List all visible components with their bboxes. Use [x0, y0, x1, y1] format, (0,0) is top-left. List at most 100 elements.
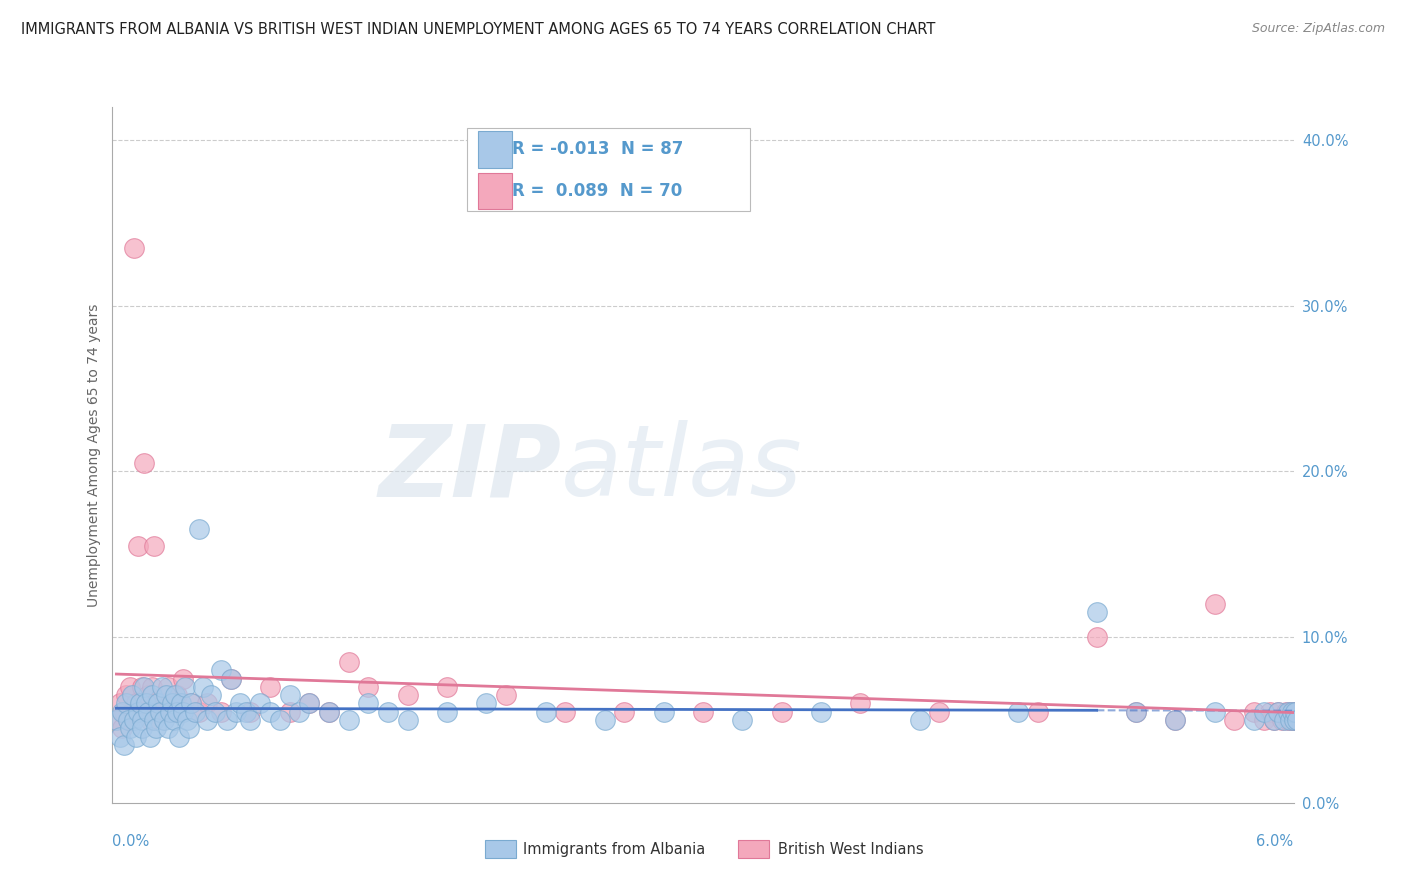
Point	[1282, 713, 1305, 727]
Point	[239, 705, 262, 719]
Point	[475, 697, 498, 711]
Point	[1284, 705, 1306, 719]
Point	[229, 697, 252, 711]
Point	[849, 697, 872, 711]
Point	[288, 705, 311, 719]
Point	[145, 697, 167, 711]
Point	[1164, 713, 1187, 727]
Point	[170, 697, 193, 711]
Point	[219, 672, 242, 686]
Point	[149, 705, 172, 719]
Point	[174, 680, 197, 694]
Point	[215, 713, 238, 727]
Point	[278, 688, 301, 702]
Text: atlas: atlas	[561, 420, 803, 517]
Point	[179, 721, 201, 735]
Point	[111, 721, 134, 735]
Point	[152, 697, 174, 711]
Point	[239, 713, 262, 727]
Point	[1281, 705, 1303, 719]
Point	[150, 680, 173, 694]
Point	[259, 705, 281, 719]
Point	[1253, 713, 1275, 727]
Point	[127, 705, 149, 719]
Point	[180, 697, 202, 711]
Point	[131, 680, 153, 694]
Point	[191, 680, 214, 694]
Point	[1288, 713, 1310, 727]
Point	[298, 697, 321, 711]
Point	[1274, 705, 1296, 719]
Point	[436, 680, 458, 694]
Point	[169, 730, 191, 744]
Point	[298, 697, 321, 711]
Point	[1125, 705, 1147, 719]
Point	[1282, 705, 1305, 719]
Point	[110, 697, 132, 711]
Point	[135, 697, 157, 711]
Point	[188, 705, 211, 719]
Point	[652, 705, 675, 719]
Point	[209, 663, 232, 677]
Point	[120, 721, 142, 735]
Point	[172, 672, 194, 686]
Point	[495, 688, 517, 702]
Point	[770, 705, 793, 719]
Point	[1277, 713, 1299, 727]
Point	[117, 713, 139, 727]
Point	[1284, 713, 1306, 727]
Point	[337, 655, 360, 669]
Point	[1164, 713, 1187, 727]
Point	[136, 688, 159, 702]
Point	[115, 697, 138, 711]
Point	[127, 539, 149, 553]
Point	[810, 705, 832, 719]
Point	[110, 730, 132, 744]
Point	[156, 721, 179, 735]
Point	[121, 688, 143, 702]
Point	[129, 705, 152, 719]
Point	[188, 523, 211, 537]
Point	[120, 680, 142, 694]
Point	[160, 705, 183, 719]
Point	[357, 697, 380, 711]
Point	[1007, 705, 1029, 719]
Point	[166, 705, 188, 719]
Text: Source: ZipAtlas.com: Source: ZipAtlas.com	[1251, 22, 1385, 36]
Text: IMMIGRANTS FROM ALBANIA VS BRITISH WEST INDIAN UNEMPLOYMENT AMONG AGES 65 TO 74 : IMMIGRANTS FROM ALBANIA VS BRITISH WEST …	[21, 22, 935, 37]
Point	[1272, 713, 1295, 727]
Point	[176, 713, 198, 727]
Point	[125, 730, 148, 744]
Text: Immigrants from Albania: Immigrants from Albania	[523, 842, 706, 856]
Point	[195, 713, 218, 727]
Point	[105, 713, 128, 727]
Point	[1085, 630, 1108, 644]
Point	[235, 705, 257, 719]
Point	[396, 713, 419, 727]
Point	[259, 680, 281, 694]
Point	[1258, 705, 1281, 719]
Text: British West Indians: British West Indians	[778, 842, 924, 856]
Point	[1243, 713, 1265, 727]
Point	[159, 705, 181, 719]
Point	[166, 688, 188, 702]
Point	[152, 713, 174, 727]
Point	[180, 697, 202, 711]
Point	[1294, 705, 1316, 719]
Point	[129, 697, 152, 711]
Point	[136, 705, 159, 719]
Point	[318, 705, 340, 719]
Point	[162, 713, 184, 727]
Point	[1267, 705, 1289, 719]
Point	[225, 705, 247, 719]
Point	[141, 688, 163, 702]
Point	[1292, 713, 1315, 727]
Text: 0.0%: 0.0%	[112, 834, 149, 849]
Point	[131, 721, 153, 735]
Point	[195, 697, 218, 711]
Point	[155, 688, 177, 702]
Point	[132, 680, 155, 694]
Point	[1286, 705, 1309, 719]
Text: R =  0.089  N = 70: R = 0.089 N = 70	[512, 182, 682, 200]
Point	[146, 697, 169, 711]
